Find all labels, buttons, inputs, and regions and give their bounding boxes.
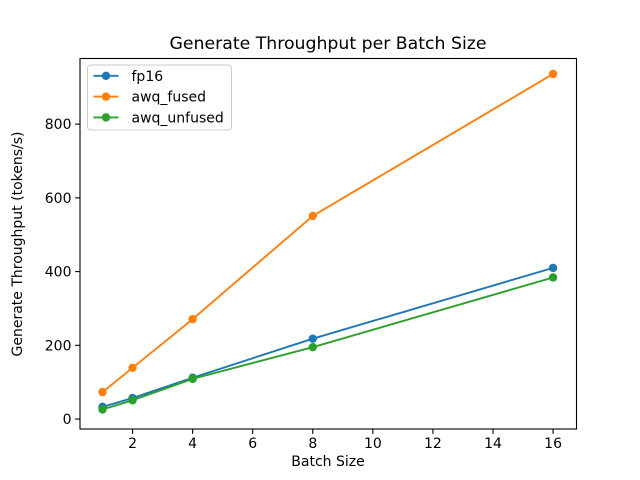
data-point-awq_fused — [548, 69, 558, 79]
legend-label-awq_fused: awq_fused — [132, 90, 207, 106]
y-tick-label: 0 — [63, 412, 72, 428]
y-tick-label: 200 — [45, 338, 72, 354]
y-tick-label: 600 — [45, 191, 72, 207]
legend-marker-awq_fused — [101, 92, 111, 101]
legend-marker-fp16 — [101, 71, 111, 81]
x-axis-label: Batch Size — [291, 454, 364, 470]
y-tick-label: 800 — [45, 117, 72, 133]
data-point-awq_unfused — [128, 396, 137, 405]
legend-label-awq_unfused: awq_unfused — [132, 110, 224, 126]
x-tick-label: 6 — [248, 436, 257, 452]
data-point-awq_fused — [128, 363, 137, 373]
plot-frame — [79, 57, 578, 430]
legend-marker-awq_unfused — [101, 113, 111, 122]
legend-label-fp16: fp16 — [132, 69, 164, 85]
x-tick-label: 8 — [308, 436, 317, 452]
data-point-awq_fused — [308, 211, 317, 221]
y-axis-label: Generate Throughput (tokens/s) — [10, 132, 26, 357]
plot-area: 2 4 6 8 10 12 14 16 0 200 400 600 800 fp16 awq_fusedaw… — [45, 57, 578, 452]
series-line-awq_unfused — [102, 276, 554, 411]
x-tick-label: 2 — [128, 436, 137, 452]
x-tick-label: 10 — [364, 436, 382, 452]
y-tick-label: 400 — [45, 265, 72, 281]
data-point-awq_unfused — [98, 405, 107, 414]
data-point-fp16 — [548, 263, 558, 273]
x-tick-label: 4 — [188, 436, 197, 452]
data-point-awq_unfused — [308, 342, 317, 352]
legend-box — [87, 64, 232, 131]
data-point-fp16 — [308, 334, 317, 343]
x-tick-label: 12 — [424, 436, 442, 452]
data-point-awq_fused — [188, 314, 197, 324]
chart-title: Generate Throughput per Batch Size — [170, 34, 487, 54]
data-point-awq_unfused — [188, 374, 197, 384]
x-tick-label: 14 — [484, 436, 502, 452]
data-point-awq_unfused — [548, 273, 558, 282]
data-point-awq_fused — [98, 387, 107, 397]
x-tick-label: 16 — [544, 436, 562, 452]
